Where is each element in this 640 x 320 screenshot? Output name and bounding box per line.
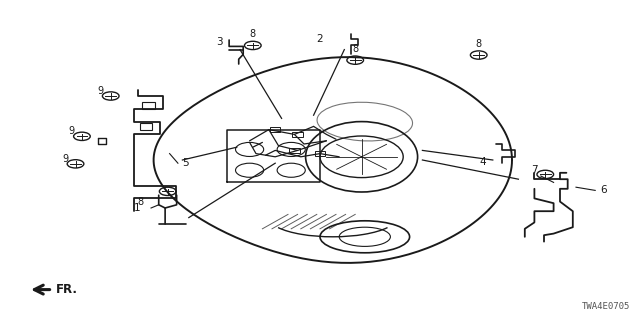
Bar xyxy=(142,102,155,109)
Text: 9: 9 xyxy=(62,154,68,164)
Bar xyxy=(140,123,152,130)
Bar xyxy=(289,148,300,153)
Bar xyxy=(270,127,280,132)
Text: 8: 8 xyxy=(137,196,143,207)
Bar xyxy=(292,132,303,137)
Text: 4: 4 xyxy=(480,156,486,167)
Text: 3: 3 xyxy=(216,37,223,47)
Text: 6: 6 xyxy=(600,185,607,196)
Text: FR.: FR. xyxy=(56,283,78,296)
Bar xyxy=(315,151,325,156)
Text: 5: 5 xyxy=(182,158,189,168)
Text: 9: 9 xyxy=(68,126,75,136)
Text: 8: 8 xyxy=(250,29,256,39)
Text: 2: 2 xyxy=(317,34,323,44)
Text: 1: 1 xyxy=(134,203,141,213)
Text: TWA4E0705: TWA4E0705 xyxy=(582,302,630,311)
Text: 7: 7 xyxy=(531,164,538,175)
Text: 8: 8 xyxy=(352,44,358,54)
Text: 9: 9 xyxy=(97,86,104,96)
Text: 8: 8 xyxy=(476,39,482,49)
